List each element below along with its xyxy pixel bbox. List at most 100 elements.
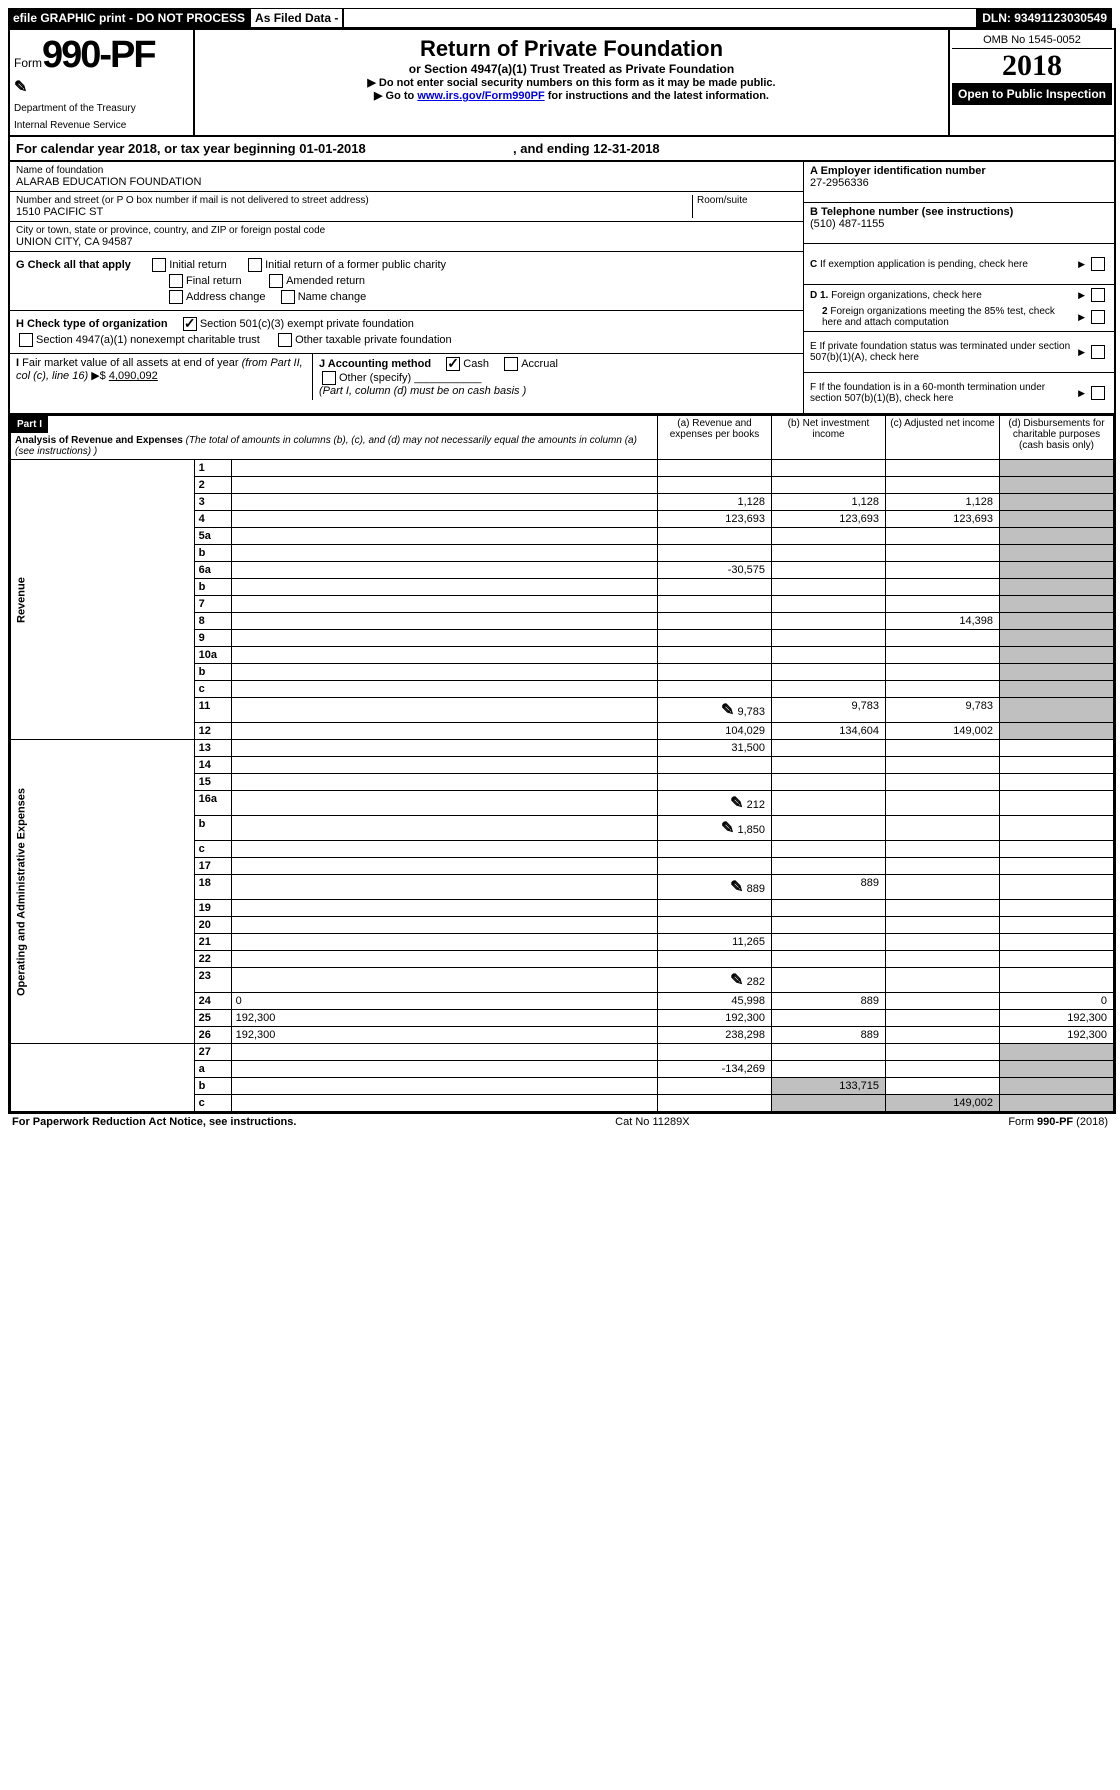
col-a-value: 104,029 bbox=[658, 723, 772, 740]
line-number: 13 bbox=[194, 740, 231, 757]
col-b-value bbox=[772, 613, 886, 630]
instr-link-line: ▶ Go to www.irs.gov/Form990PF for instru… bbox=[203, 89, 940, 102]
col-b-value: 889 bbox=[772, 1027, 886, 1044]
part1-table: Part I Analysis of Revenue and Expenses … bbox=[10, 415, 1114, 1112]
col-b-value: 889 bbox=[772, 993, 886, 1010]
col-a-value bbox=[658, 900, 772, 917]
dept-irs: Internal Revenue Service bbox=[14, 120, 189, 131]
line-description bbox=[231, 596, 657, 613]
section-i-j: I Fair market value of all assets at end… bbox=[10, 354, 803, 400]
col-d-value bbox=[1000, 596, 1114, 613]
form-title: Return of Private Foundation bbox=[203, 36, 940, 62]
line-number: 12 bbox=[194, 723, 231, 740]
col-a-value bbox=[658, 757, 772, 774]
col-d-value bbox=[1000, 900, 1114, 917]
col-b-value: 9,783 bbox=[772, 698, 886, 723]
checkbox-4947a1[interactable] bbox=[19, 333, 33, 347]
col-c-value bbox=[886, 1078, 1000, 1095]
line-number: b bbox=[194, 664, 231, 681]
col-b-value bbox=[772, 791, 886, 816]
line-description bbox=[231, 774, 657, 791]
info-grid: Name of foundation ALARAB EDUCATION FOUN… bbox=[10, 162, 1114, 415]
city-row: City or town, state or province, country… bbox=[10, 222, 803, 252]
col-d-value bbox=[1000, 698, 1114, 723]
col-a-value: ✎ 212 bbox=[658, 791, 772, 816]
checkbox-cash[interactable] bbox=[446, 357, 460, 371]
section-j: J Accounting method Cash Accrual Other (… bbox=[313, 354, 803, 400]
checkbox-d2[interactable] bbox=[1091, 310, 1105, 324]
checkbox-501c3[interactable] bbox=[183, 317, 197, 331]
table-row: Revenue1 bbox=[11, 460, 1114, 477]
instr-ssn: ▶ Do not enter social security numbers o… bbox=[203, 76, 940, 89]
checkbox-initial-return[interactable] bbox=[152, 258, 166, 272]
col-d-value bbox=[1000, 562, 1114, 579]
attach-icon: ✎ bbox=[730, 795, 743, 812]
line-description bbox=[231, 841, 657, 858]
info-left: Name of foundation ALARAB EDUCATION FOUN… bbox=[10, 162, 803, 413]
col-a-value bbox=[658, 664, 772, 681]
col-d-value: 0 bbox=[1000, 993, 1114, 1010]
irs-link[interactable]: www.irs.gov/Form990PF bbox=[417, 90, 544, 102]
col-b-value bbox=[772, 917, 886, 934]
col-b-value bbox=[772, 596, 886, 613]
checkbox-address-change[interactable] bbox=[169, 290, 183, 304]
attach-icon: ✎ bbox=[721, 820, 734, 837]
checkbox-final-return[interactable] bbox=[169, 274, 183, 288]
col-d-value bbox=[1000, 664, 1114, 681]
checkbox-f[interactable] bbox=[1091, 386, 1105, 400]
col-b-value bbox=[772, 934, 886, 951]
col-d-value bbox=[1000, 934, 1114, 951]
col-a-value bbox=[658, 1044, 772, 1061]
line-number: 24 bbox=[194, 993, 231, 1010]
line-number: c bbox=[194, 681, 231, 698]
col-d-header: (d) Disbursements for charitable purpose… bbox=[1000, 416, 1114, 460]
checkbox-amended-return[interactable] bbox=[269, 274, 283, 288]
line-number: b bbox=[194, 545, 231, 562]
top-bar: efile GRAPHIC print - DO NOT PROCESS As … bbox=[8, 8, 1112, 28]
form-number: 990-PF bbox=[42, 34, 155, 76]
line-number: 21 bbox=[194, 934, 231, 951]
col-c-value: 9,783 bbox=[886, 698, 1000, 723]
street-address: 1510 PACIFIC ST bbox=[16, 206, 692, 218]
checkbox-c[interactable] bbox=[1091, 257, 1105, 271]
col-b-value bbox=[772, 757, 886, 774]
col-b-value bbox=[772, 460, 886, 477]
col-d-value bbox=[1000, 1078, 1114, 1095]
col-b-value bbox=[772, 1010, 886, 1027]
col-b-value bbox=[772, 816, 886, 841]
checkbox-name-change[interactable] bbox=[281, 290, 295, 304]
line-description bbox=[231, 900, 657, 917]
checkbox-other-taxable[interactable] bbox=[278, 333, 292, 347]
checkbox-accrual[interactable] bbox=[504, 357, 518, 371]
col-b-value bbox=[772, 858, 886, 875]
line-description bbox=[231, 545, 657, 562]
title-cell: Return of Private Foundation or Section … bbox=[195, 30, 948, 135]
cat-number: Cat No 11289X bbox=[615, 1116, 689, 1128]
col-d-value: 192,300 bbox=[1000, 1010, 1114, 1027]
col-a-value bbox=[658, 579, 772, 596]
checkbox-initial-former[interactable] bbox=[248, 258, 262, 272]
line-number: 27 bbox=[194, 1044, 231, 1061]
col-d-value bbox=[1000, 968, 1114, 993]
line-number: 8 bbox=[194, 613, 231, 630]
line-description: 192,300 bbox=[231, 1010, 657, 1027]
col-c-value bbox=[886, 596, 1000, 613]
col-c-value bbox=[886, 858, 1000, 875]
col-c-value bbox=[886, 900, 1000, 917]
line-number: 2 bbox=[194, 477, 231, 494]
form-prefix: Form bbox=[14, 56, 42, 70]
col-b-value: 134,604 bbox=[772, 723, 886, 740]
col-c-value bbox=[886, 477, 1000, 494]
col-b-value bbox=[772, 562, 886, 579]
line-description bbox=[231, 875, 657, 900]
checkbox-d1[interactable] bbox=[1091, 288, 1105, 302]
checkbox-e[interactable] bbox=[1091, 345, 1105, 359]
col-b-value bbox=[772, 664, 886, 681]
col-c-value bbox=[886, 934, 1000, 951]
checkbox-other-method[interactable] bbox=[322, 371, 336, 385]
ein-row: A Employer identification number 27-2956… bbox=[804, 162, 1114, 203]
col-d-value bbox=[1000, 841, 1114, 858]
col-d-value bbox=[1000, 723, 1114, 740]
table-row: Operating and Administrative Expenses133… bbox=[11, 740, 1114, 757]
col-a-value bbox=[658, 1095, 772, 1112]
